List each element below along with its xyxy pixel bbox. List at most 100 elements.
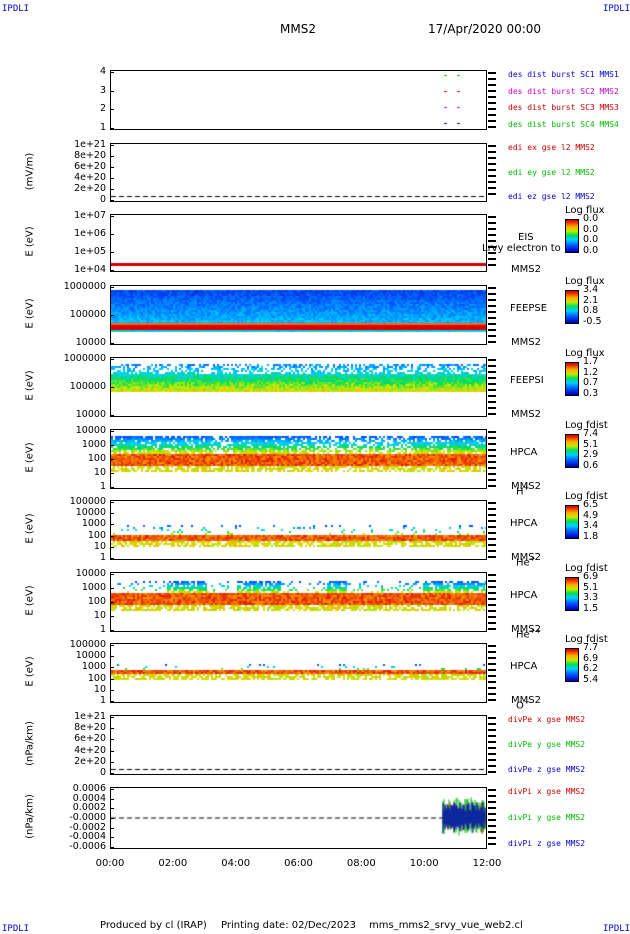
panel-hpca_he-ytick-mark [110,546,114,548]
panel-burst-ytick: 4 [99,65,106,77]
panel-feepsi-spacecraft-label: MMS2 [511,409,541,420]
panel-hpca_hepp-right-axis-mark [488,604,496,606]
panel-burst-ytick: 3 [99,84,106,96]
panel-divpi-right-axis-mark [488,825,496,827]
panel-hpca_o-ylabel: E (eV) [24,656,36,687]
panel-hpca_o-right-axis-mark [488,663,496,665]
panel-feepsi-right-axis-mark [488,371,496,373]
x-axis-tick-label: 02:00 [158,858,188,869]
panel-eis-overlay-text: Lrvy electron to [482,243,561,254]
panel-hpca_hepp-right-axis-mark [488,616,496,618]
panel-divpi-right-axis-mark [488,837,496,839]
panel-hpca_hepp-ytick: 10000 [75,567,106,579]
panel-edi-ytick-mark [110,178,114,180]
panel-feepse-right-axis-mark [488,317,496,319]
panel-edi [110,143,487,202]
panel-burst-right-axis-mark [488,84,496,86]
panel-hpca_o [110,643,487,703]
panel-burst-ytick-mark [110,109,114,111]
panel-eis-colorbar-tick: 0.0 [583,223,599,235]
panel-feepsi-colorbar-tick: 0.7 [583,377,599,389]
panel-hpca_o-right-axis-mark [488,699,496,701]
panel-hpca_he-instrument-label: HPCA [510,518,538,529]
panel-hpca_o-ytick-mark [110,689,114,691]
panel-burst-ytick-mark [110,90,114,92]
panel-hpca_o-canvas [111,644,486,702]
panel-edi-right-axis-mark [488,145,496,147]
panel-divpi-right-axis-mark [488,831,496,833]
panel-divpe-ytick: 8e+20 [74,722,106,734]
panel-hpca_h-right-axis-mark [488,467,496,469]
panel-hpca_h-colorbar-tick: 5.1 [583,438,599,450]
panel-hpca_he-ytick-mark [110,501,114,503]
panel-feepsi-right-axis-mark [488,413,496,415]
panel-divpi-ytick: 0.0004 [72,792,106,804]
panel-edi-ytick: 4e+20 [74,172,106,184]
panel-divpi-right-axis-mark [488,789,496,791]
species-charge: + [529,555,536,563]
panel-burst-right-axis-mark [488,108,496,110]
panel-hpca_he-right-axis-mark [488,514,496,516]
panel-hpca_hepp-right-axis-mark [488,610,496,612]
panel-hpca_h-ytick-mark [110,473,114,475]
panel-edi-ytick: 0 [99,194,106,206]
corner-label-bl: IPDLI [2,924,30,934]
panel-divpi-ytick: 0.0006 [72,782,106,794]
panel-burst-legend-entry: des dist burst SC3 MMS3 [508,103,619,113]
panel-edi-right-axis-mark [488,175,496,177]
panel-hpca_o-instrument-label: HPCA [510,661,538,672]
panel-divpi-right-axis-mark [488,795,496,797]
panel-hpca_h-ylabel: E (eV) [24,442,36,473]
panel-feepse-colorbar-tick: 0.8 [583,305,599,317]
panel-divpi-ytick: -0.0000 [69,812,106,823]
panel-burst-right-axis-mark [488,90,496,92]
panel-feepsi-ylabel: E (eV) [24,370,36,401]
panel-divpe-ytick-mark [110,773,114,775]
panel-eis-colorbar-tick: 0.0 [583,245,599,256]
panel-divpe-ytick-mark [110,761,114,763]
panel-hpca_o-right-axis-mark [488,687,496,689]
panel-hpca_h-right-axis-mark [488,431,496,433]
panel-hpca_h-ytick: 1 [99,481,106,493]
panel-hpca_hepp-right-axis-mark [488,580,496,582]
panel-feepse-right-axis-mark [488,311,496,313]
panel-feepse-ytick: 100000 [69,309,106,320]
panel-feepsi-colorbar-tick: 0.3 [583,388,599,399]
panel-hpca_hepp-ytick-mark [110,573,114,575]
panel-eis-colorbar-tick: 0.0 [583,234,599,246]
panel-eis-ytick: 1e+07 [74,209,106,221]
panel-divpe [110,715,487,775]
species-name: H [516,486,524,498]
panel-divpi-ytick-mark [110,808,114,810]
panel-edi-canvas [111,144,486,201]
panel-divpi [110,787,487,849]
panel-hpca_h-colorbar-tick: 0.6 [583,460,599,471]
panel-hpca_o-ytick: 10 [93,683,106,695]
panel-edi-ytick: 6e+20 [74,160,106,172]
species-name: He [516,629,530,641]
panel-hpca_he-ytick: 1000 [81,518,106,530]
panel-hpca_h-colorbar-tick: 2.9 [583,449,599,461]
panel-divpe-right-axis-mark [488,741,496,743]
panel-edi-ytick-mark [110,155,114,157]
panel-hpca_o-colorbar-tick: 6.2 [583,663,599,675]
panel-hpca_he-right-axis-mark [488,538,496,540]
panel-hpca_h [110,429,487,489]
panel-edi-legend-entry: edi ex gse l2 MMS2 [508,143,595,152]
panel-hpca_hepp-right-axis-mark [488,586,496,588]
panel-feepsi-right-axis-mark [488,365,496,367]
panel-feepse-colorbar-tick: 2.1 [583,294,599,306]
panel-divpe-right-axis-mark [488,771,496,773]
panel-hpca_h-right-axis-mark [488,455,496,457]
panel-feepse-right-axis-mark [488,335,496,337]
panel-divpe-ytick: 2e+20 [74,755,106,767]
panel-hpca_h-ytick: 10 [93,467,106,479]
species-name: O [516,700,524,712]
panel-hpca_h-colorbar-tick: 7.4 [583,428,599,439]
panel-burst-right-axis-mark [488,72,496,74]
panel-feepsi [110,357,487,417]
panel-divpe-right-axis-mark [488,717,496,719]
panel-hpca_h-right-axis-mark [488,461,496,463]
panel-hpca_he-ytick-mark [110,513,114,515]
panel-divpi-ytick: -0.0006 [69,841,106,853]
